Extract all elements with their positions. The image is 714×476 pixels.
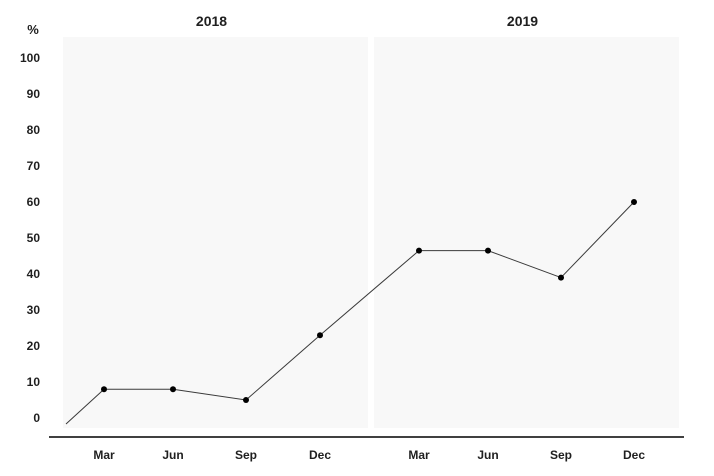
data-point [558,274,564,281]
data-point [317,332,323,339]
panel-titles: 2018 2019 [196,13,538,29]
x-tick-label: Dec [309,448,331,462]
y-tick-label: 40 [27,267,41,281]
data-point [485,247,491,254]
data-point [101,386,107,393]
series-group [65,199,637,425]
data-point [631,199,637,205]
y-tick-label: 70 [27,159,41,173]
x-tick-label: Mar [408,448,430,462]
panel-backgrounds [63,37,679,428]
panel-background-2018 [63,37,368,428]
y-tick-label: 20 [27,339,41,353]
y-tick-label: 80 [27,123,41,137]
x-tick-label: Mar [93,448,115,462]
y-tick-label: 30 [27,303,41,317]
y-tick-label: 60 [27,195,41,209]
x-tick-label: Jun [477,448,498,462]
y-axis-unit-label: % [27,22,39,37]
data-point [243,397,249,403]
panel-title: 2019 [507,13,538,29]
y-axis-ticks: 0 10 20 30 40 50 60 70 80 90 100 [20,51,40,425]
x-tick-label: Jun [162,448,183,462]
data-point [170,386,176,393]
x-axis-ticks: Mar Jun Sep Dec Mar Jun Sep Dec [93,448,645,462]
x-tick-label: Sep [550,448,572,462]
panel-background-2019 [374,37,679,428]
panel-title: 2018 [196,13,227,29]
y-tick-label: 100 [20,51,40,65]
x-tick-label: Sep [235,448,257,462]
y-tick-label: 90 [27,87,41,101]
data-point [416,247,422,254]
y-tick-label: 10 [27,375,41,389]
y-tick-label: 0 [33,411,40,425]
y-tick-label: 50 [27,231,41,245]
x-tick-label: Dec [623,448,645,462]
